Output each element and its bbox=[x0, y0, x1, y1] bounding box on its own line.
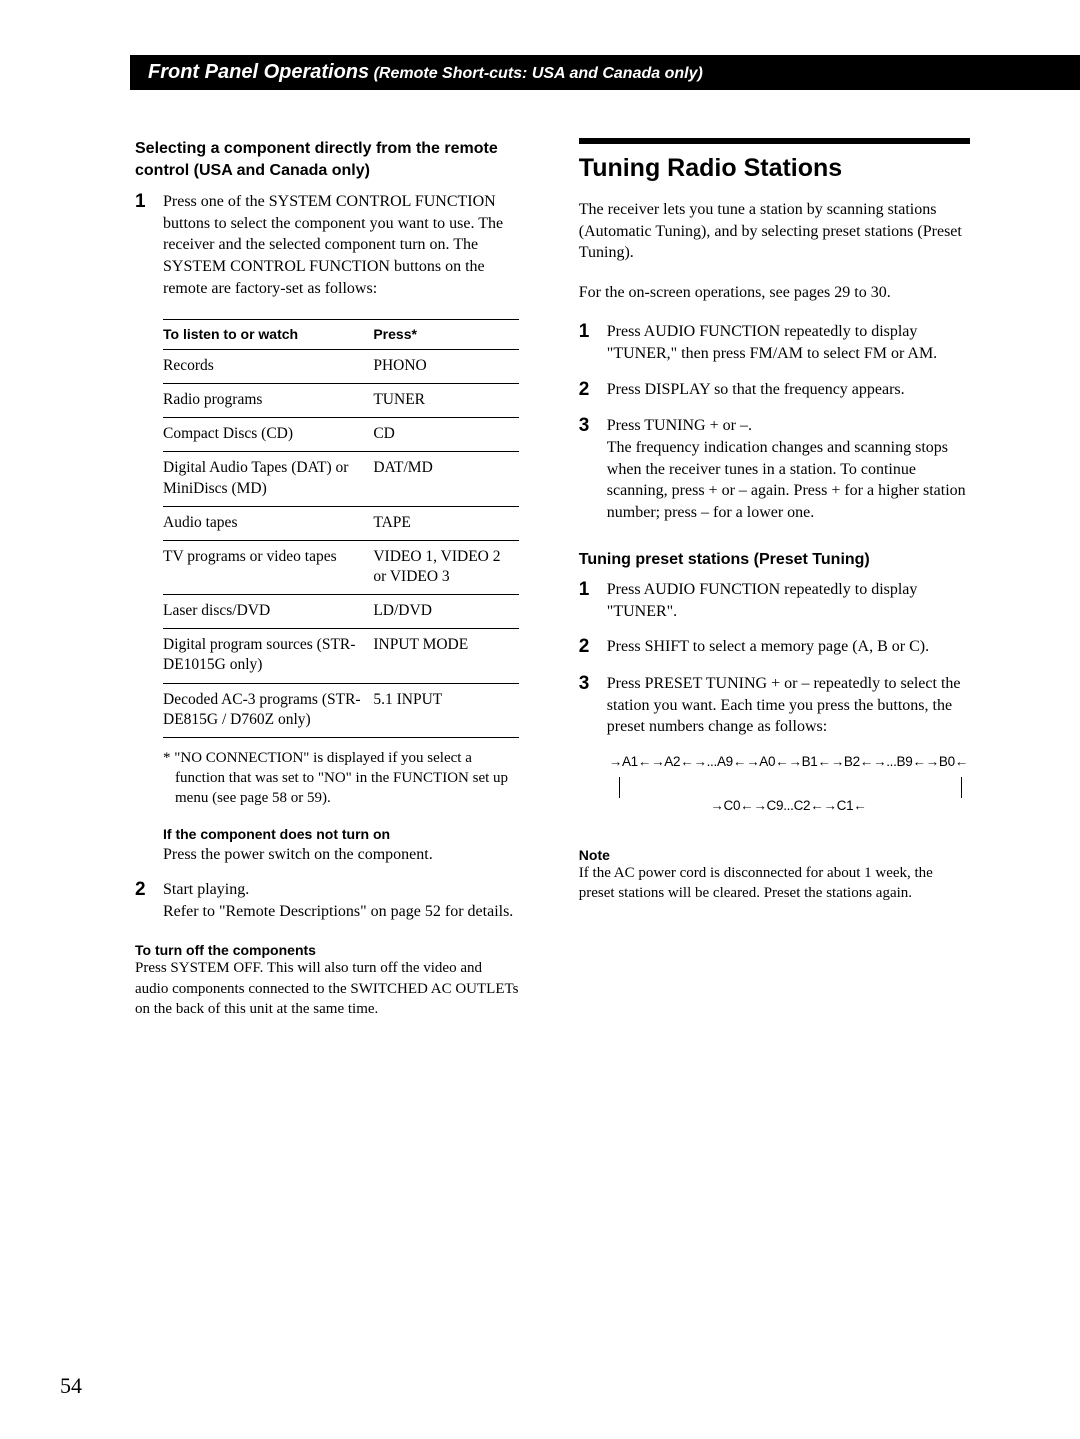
cell-source: Audio tapes bbox=[163, 506, 369, 540]
cell-source: Compact Discs (CD) bbox=[163, 418, 369, 452]
cell-source: Records bbox=[163, 350, 369, 384]
p3-text: Press PRESET TUNING + or – repeatedly to… bbox=[607, 675, 961, 735]
cell-button: TAPE bbox=[369, 506, 518, 540]
turnoff-body: Press SYSTEM OFF. This will also turn of… bbox=[135, 958, 519, 1019]
preset-step-3: 3 Press PRESET TUNING + or – repeatedly … bbox=[579, 673, 970, 738]
onscreen-ref: For the on-screen operations, see pages … bbox=[579, 282, 970, 304]
table-row: Laser discs/DVDLD/DVD bbox=[163, 595, 519, 629]
right-step-3: 3 Press TUNING + or –. The frequency ind… bbox=[579, 415, 970, 523]
cell-button: TUNER bbox=[369, 384, 518, 418]
table-row: Decoded AC-3 programs (STR-DE815G / D760… bbox=[163, 683, 519, 737]
step-body: Press AUDIO FUNCTION repeatedly to displ… bbox=[607, 579, 970, 622]
preset-step-1: 1 Press AUDIO FUNCTION repeatedly to dis… bbox=[579, 579, 970, 622]
cell-source: Digital program sources (STR-DE1015G onl… bbox=[163, 629, 369, 683]
step-body: Press DISPLAY so that the frequency appe… bbox=[607, 379, 970, 402]
function-table: To listen to or watch Press* RecordsPHON… bbox=[163, 319, 519, 738]
right-step-1: 1 Press AUDIO FUNCTION repeatedly to dis… bbox=[579, 321, 970, 364]
step-number: 2 bbox=[135, 879, 163, 922]
preset-sequence: →A1←→A2←→...A9←→A0←→B1←→B2←→...B9←→B0← →… bbox=[607, 754, 970, 805]
step-number: 3 bbox=[579, 673, 607, 738]
noturnon-body: Press the power switch on the component. bbox=[163, 844, 519, 866]
step-number: 2 bbox=[579, 379, 607, 402]
step-number: 2 bbox=[579, 636, 607, 659]
seq-row-1: →A1←→A2←→...A9←→A0←→B1←→B2←→...B9←→B0← bbox=[609, 754, 968, 769]
cell-button: LD/DVD bbox=[369, 595, 518, 629]
preset-step-2: 2 Press SHIFT to select a memory page (A… bbox=[579, 636, 970, 659]
cell-button: VIDEO 1, VIDEO 2 or VIDEO 3 bbox=[369, 540, 518, 594]
table-row: Audio tapesTAPE bbox=[163, 506, 519, 540]
step-number: 1 bbox=[135, 191, 163, 865]
turnoff-head: To turn off the components bbox=[135, 942, 519, 958]
table-row: Digital Audio Tapes (DAT) or MiniDiscs (… bbox=[163, 452, 519, 506]
footnote: * "NO CONNECTION" is displayed if you se… bbox=[163, 748, 519, 809]
table-row: Compact Discs (CD)CD bbox=[163, 418, 519, 452]
cell-source: Laser discs/DVD bbox=[163, 595, 369, 629]
table-row: Radio programsTUNER bbox=[163, 384, 519, 418]
step1-text: Press one of the SYSTEM CONTROL FUNCTION… bbox=[163, 193, 503, 296]
note-body: If the AC power cord is disconnected for… bbox=[579, 863, 970, 904]
step-body: Press AUDIO FUNCTION repeatedly to displ… bbox=[607, 321, 970, 364]
page-number: 54 bbox=[60, 1373, 82, 1399]
cell-button: PHONO bbox=[369, 350, 518, 384]
preset-head: Tuning preset stations (Preset Tuning) bbox=[579, 549, 970, 571]
right-step-2: 2 Press DISPLAY so that the frequency ap… bbox=[579, 379, 970, 402]
step-body: Press one of the SYSTEM CONTROL FUNCTION… bbox=[163, 191, 519, 865]
th-listen: To listen to or watch bbox=[163, 320, 369, 350]
header-title: Front Panel Operations bbox=[148, 61, 369, 83]
th-press: Press* bbox=[369, 320, 518, 350]
tuning-h2: Tuning Radio Stations bbox=[579, 138, 970, 183]
noturnon-head: If the component does not turn on bbox=[163, 825, 519, 844]
selecting-subhead: Selecting a component directly from the … bbox=[135, 138, 519, 181]
table-row: TV programs or video tapesVIDEO 1, VIDEO… bbox=[163, 540, 519, 594]
header-bar: Front Panel Operations (Remote Short-cut… bbox=[130, 55, 1080, 90]
step-number: 1 bbox=[579, 579, 607, 622]
cell-button: DAT/MD bbox=[369, 452, 518, 506]
seq-row-2: →C0←→C9...C2←→C1← bbox=[708, 798, 868, 813]
cell-source: Digital Audio Tapes (DAT) or MiniDiscs (… bbox=[163, 452, 369, 506]
left-column: Selecting a component directly from the … bbox=[135, 138, 519, 1019]
tuning-intro: The receiver lets you tune a station by … bbox=[579, 199, 970, 264]
cell-button: CD bbox=[369, 418, 518, 452]
note-head: Note bbox=[579, 847, 970, 863]
cell-source: Decoded AC-3 programs (STR-DE815G / D760… bbox=[163, 683, 369, 737]
step-number: 1 bbox=[579, 321, 607, 364]
left-step-1: 1 Press one of the SYSTEM CONTROL FUNCTI… bbox=[135, 191, 519, 865]
table-row: Digital program sources (STR-DE1015G onl… bbox=[163, 629, 519, 683]
step-body: Press PRESET TUNING + or – repeatedly to… bbox=[607, 673, 970, 738]
right-column: Tuning Radio Stations The receiver lets … bbox=[579, 138, 970, 1019]
table-row: RecordsPHONO bbox=[163, 350, 519, 384]
step-number: 3 bbox=[579, 415, 607, 523]
step-body: Start playing. Refer to "Remote Descript… bbox=[163, 879, 519, 922]
step-body: Press TUNING + or –. The frequency indic… bbox=[607, 415, 970, 523]
cell-source: TV programs or video tapes bbox=[163, 540, 369, 594]
cell-source: Radio programs bbox=[163, 384, 369, 418]
cell-button: INPUT MODE bbox=[369, 629, 518, 683]
header-subtitle: (Remote Short-cuts: USA and Canada only) bbox=[369, 65, 703, 82]
cell-button: 5.1 INPUT bbox=[369, 683, 518, 737]
step-body: Press SHIFT to select a memory page (A, … bbox=[607, 636, 970, 659]
left-step-2: 2 Start playing. Refer to "Remote Descri… bbox=[135, 879, 519, 922]
